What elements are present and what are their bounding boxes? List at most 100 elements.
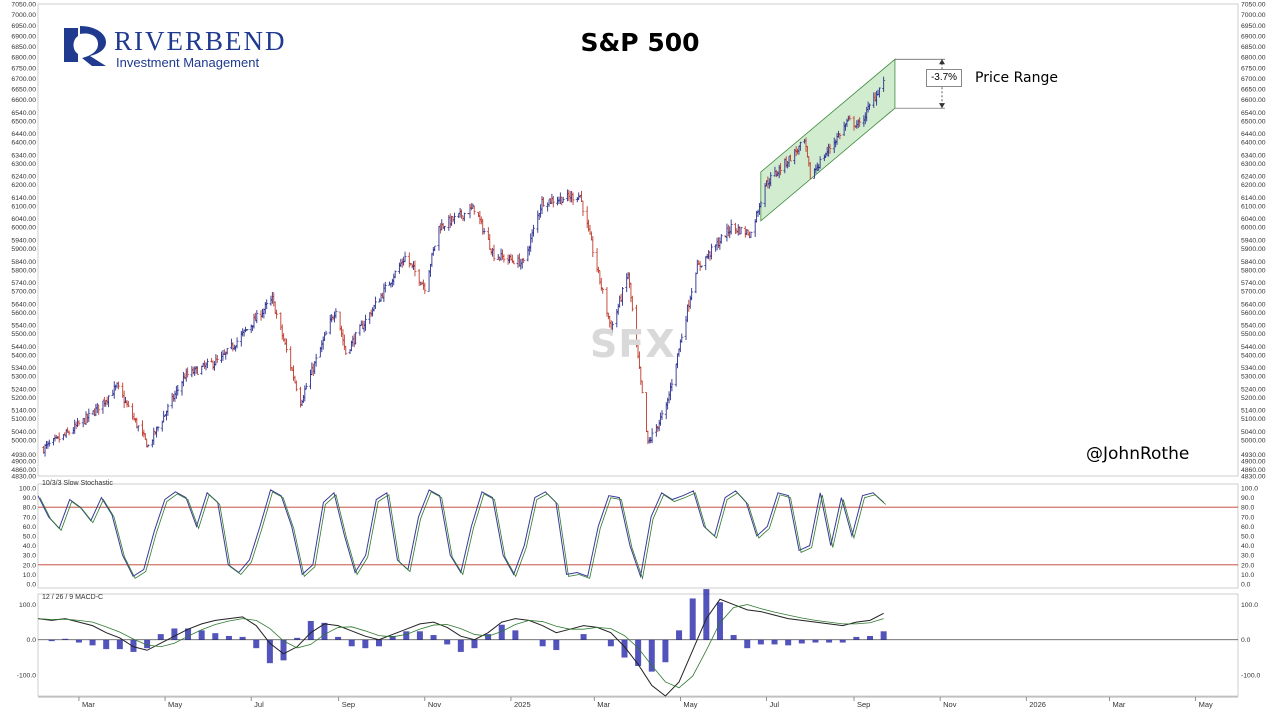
x-tick-label: May [168, 700, 182, 709]
y-tick-label-right: 5800.00 [1241, 267, 1266, 274]
macd-histogram-bar [48, 639, 55, 642]
macd-histogram-bar [253, 639, 260, 649]
author-handle: @JohnRothe [1086, 444, 1190, 464]
macd-histogram-bar [512, 630, 519, 640]
y-tick-label-right: 4900.00 [1241, 459, 1266, 466]
watermark-text: SFX [590, 322, 676, 366]
macd-histogram-bar [75, 639, 82, 643]
stoch-tick-right: 50.0 [1241, 534, 1254, 541]
y-tick-label-right: 6800.00 [1241, 55, 1266, 62]
stoch-tick-left: 20.0 [23, 562, 36, 569]
macd-panel-frame [37, 593, 1239, 697]
macd-histogram-bar [880, 631, 887, 640]
y-tick-label-right: 5640.00 [1241, 301, 1266, 308]
y-tick-label-right: 6500.00 [1241, 118, 1266, 125]
y-tick-label-right: 6140.00 [1241, 195, 1266, 202]
macd-histogram-bar [853, 636, 860, 640]
y-tick-label-right: 5440.00 [1241, 344, 1266, 351]
y-tick-label-right: 5040.00 [1241, 429, 1266, 436]
macd-histogram-bar [812, 639, 819, 643]
y-tick-label-left: 6650.00 [11, 87, 36, 94]
y-tick-label-left: 6000.00 [11, 225, 36, 232]
stoch-tick-left: 70.0 [23, 514, 36, 521]
y-tick-label-left: 6200.00 [11, 182, 36, 189]
macd-histogram-bar [198, 630, 205, 640]
x-tick-label: Mar [1113, 700, 1126, 709]
y-tick-label-left: 4900.00 [11, 459, 36, 466]
y-tick-label-right: 6750.00 [1241, 65, 1266, 72]
y-tick-label-right: 5600.00 [1241, 310, 1266, 317]
macd-histogram-bar [703, 589, 710, 640]
macd-histogram-bar [375, 639, 382, 647]
y-tick-label-left: 7000.00 [11, 12, 36, 19]
y-tick-label-right: 4830.00 [1241, 474, 1266, 481]
y-tick-label-right: 6600.00 [1241, 97, 1266, 104]
y-tick-label-left: 6300.00 [11, 161, 36, 168]
macd-tick-right: 100.0 [1241, 602, 1258, 609]
range-arrow-head-down [939, 103, 945, 109]
macd-histogram-bar [389, 635, 396, 640]
macd-histogram-bar [225, 635, 232, 640]
y-tick-label-left: 5400.00 [11, 352, 36, 359]
y-tick-label-left: 6040.00 [11, 216, 36, 223]
y-tick-label-left: 5840.00 [11, 259, 36, 266]
y-tick-label-left: 5200.00 [11, 395, 36, 402]
macd-histogram-bar [676, 630, 683, 640]
macd-histogram-bar [757, 639, 764, 645]
macd-histogram-bar [607, 639, 614, 647]
macd-histogram-bar [171, 628, 178, 640]
macd-histogram-bar [826, 639, 833, 643]
y-tick-label-left: 5340.00 [11, 365, 36, 372]
y-tick-label-right: 6040.00 [1241, 216, 1266, 223]
macd-histogram-bar [430, 635, 437, 640]
y-tick-label-left: 5300.00 [11, 374, 36, 381]
brand-logo: RIVERBEND Investment Management [62, 22, 285, 72]
y-tick-label-left: 6850.00 [11, 44, 36, 51]
macd-histogram-bar [185, 628, 192, 640]
stochastic-panel-frame [37, 483, 1239, 589]
y-axis-ticks: 7050.00 7050.00 7000.00 7000.00 6950.00 6950.… [11, 2, 1265, 680]
y-tick-label-right: 6850.00 [1241, 44, 1266, 51]
y-tick-label-left: 5540.00 [11, 323, 36, 330]
macd-histogram-bar [553, 639, 560, 651]
stoch-tick-right: 0.0 [1241, 582, 1251, 589]
y-tick-label-right: 6440.00 [1241, 131, 1266, 138]
stoch-tick-right: 100.0 [1241, 486, 1258, 493]
y-tick-label-right: 5140.00 [1241, 408, 1266, 415]
macd-histogram-bar [307, 620, 314, 640]
y-tick-label-left: 7050.00 [11, 2, 36, 9]
chart-title: S&P 500 [580, 28, 700, 57]
y-tick-label-left: 4860.00 [11, 467, 36, 474]
y-tick-label-left: 6800.00 [11, 55, 36, 62]
stoch-tick-right: 20.0 [1241, 562, 1254, 569]
x-axis-ticks: Mar May Jul Sep Nov 2025 Mar May Jul Sep Nov 2026 Ma… [78, 697, 1213, 709]
macd-histogram-bar [416, 631, 423, 640]
y-tick-label-right: 5540.00 [1241, 323, 1266, 330]
y-tick-label-right: 5840.00 [1241, 259, 1266, 266]
y-tick-label-left: 6950.00 [11, 23, 36, 30]
macd-histogram-bar [116, 639, 123, 650]
macd-histogram-bar [689, 598, 696, 640]
macd-histogram-bar [403, 631, 410, 640]
stoch-tick-right: 90.0 [1241, 495, 1254, 502]
y-tick-label-right: 6200.00 [1241, 182, 1266, 189]
y-tick-label-right: 5500.00 [1241, 331, 1266, 338]
x-tick-label: Nov [943, 700, 957, 709]
macd-tick-right: 0.0 [1241, 637, 1251, 644]
y-tick-label-right: 5000.00 [1241, 437, 1266, 444]
macd-histogram-bar [621, 639, 628, 658]
y-tick-label-left: 6240.00 [11, 174, 36, 181]
price-panel-frame [37, 3, 1239, 477]
y-tick-label-left: 5140.00 [11, 408, 36, 415]
y-tick-label-left: 6600.00 [11, 97, 36, 104]
y-tick-label-left: 6340.00 [11, 152, 36, 159]
macd-histogram-bar [348, 639, 355, 647]
x-tick-label: Jul [769, 700, 779, 709]
y-tick-label-right: 6540.00 [1241, 110, 1266, 117]
y-tick-label-right: 5340.00 [1241, 365, 1266, 372]
y-tick-label-left: 6750.00 [11, 65, 36, 72]
price-channel [760, 58, 945, 222]
y-tick-label-right: 5940.00 [1241, 238, 1266, 245]
x-tick-label: Nov [428, 700, 442, 709]
macd-histogram-bar [580, 634, 587, 640]
